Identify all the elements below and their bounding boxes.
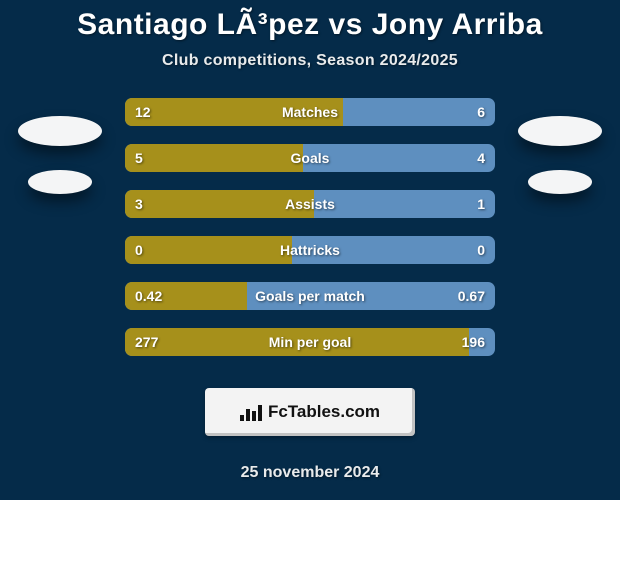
stat-rows: 12 Matches 6 5 Goals 4 3 Assists 1 0 Hattricks 0 0.4… [125, 98, 495, 356]
page-title: Santiago LÃ³pez vs Jony Arriba [0, 8, 620, 42]
stat-row: 12 Matches 6 [125, 98, 495, 126]
stat-bar-left-fill [125, 144, 303, 172]
stat-label: Min per goal [269, 334, 351, 350]
stat-label: Assists [285, 196, 335, 212]
subtitle: Club competitions, Season 2024/2025 [0, 52, 620, 70]
stat-value-right: 1 [477, 196, 485, 212]
stat-row: 0 Hattricks 0 [125, 236, 495, 264]
stat-value-left: 12 [135, 104, 151, 120]
comparison-card: Santiago LÃ³pez vs Jony Arriba Club comp… [0, 0, 620, 500]
bars-icon [240, 403, 262, 421]
stat-label: Goals per match [255, 288, 365, 304]
stat-bar-left-fill [125, 236, 292, 264]
brand-badge[interactable]: FcTables.com [205, 388, 415, 436]
stat-value-right: 196 [462, 334, 485, 350]
stat-row: 5 Goals 4 [125, 144, 495, 172]
stat-value-right: 4 [477, 150, 485, 166]
stat-value-left: 277 [135, 334, 158, 350]
avatars-right [518, 116, 602, 194]
stat-value-right: 0 [477, 242, 485, 258]
stat-value-left: 5 [135, 150, 143, 166]
player-avatar-left [18, 116, 102, 146]
stat-value-left: 3 [135, 196, 143, 212]
stat-row: 3 Assists 1 [125, 190, 495, 218]
stat-value-right: 0.67 [458, 288, 485, 304]
stat-value-left: 0 [135, 242, 143, 258]
stat-label: Goals [291, 150, 330, 166]
stat-value-left: 0.42 [135, 288, 162, 304]
brand-text: FcTables.com [268, 402, 380, 422]
stat-row: 0.42 Goals per match 0.67 [125, 282, 495, 310]
stat-label: Matches [282, 104, 338, 120]
stat-value-right: 6 [477, 104, 485, 120]
club-avatar-right [528, 170, 592, 194]
avatars-left [18, 116, 102, 194]
stat-row: 277 Min per goal 196 [125, 328, 495, 356]
player-avatar-right [518, 116, 602, 146]
date-label: 25 november 2024 [241, 464, 380, 482]
stat-label: Hattricks [280, 242, 340, 258]
club-avatar-left [28, 170, 92, 194]
